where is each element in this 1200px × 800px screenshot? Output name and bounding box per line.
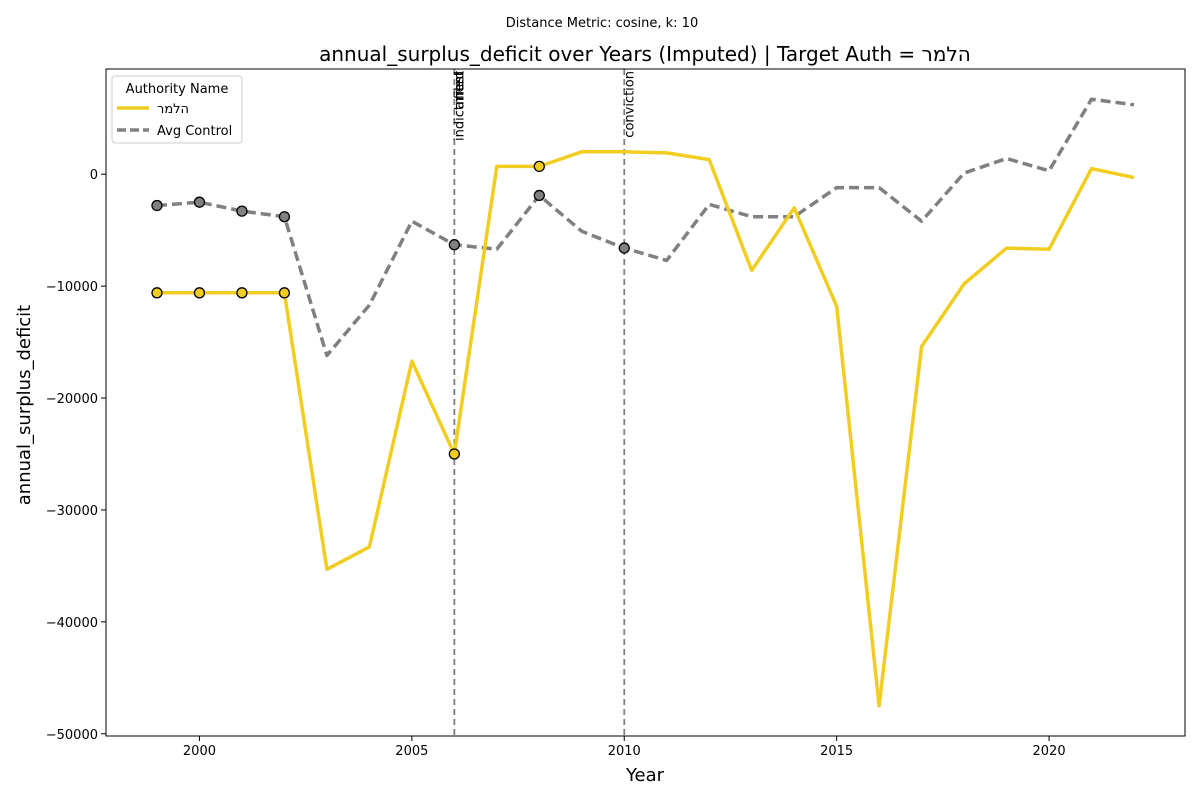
imputed-point <box>278 211 291 223</box>
legend-box <box>111 75 243 144</box>
imputed-point <box>278 287 291 299</box>
x-tick-label: 2005 <box>395 744 428 759</box>
y-axis: 0 −10000 −20000 −30000 −40000 −50000 <box>46 168 106 743</box>
imputed-point <box>151 199 163 212</box>
legend: Authority Name הלמר Avg Control <box>111 75 243 144</box>
x-tick-label: 2010 <box>608 744 641 759</box>
imputed-point <box>448 448 460 460</box>
y-tick-label: −10000 <box>46 280 98 295</box>
x-axis-title: Year <box>625 765 665 786</box>
imputed-point <box>448 239 460 251</box>
y-tick-label: 0 <box>90 168 98 183</box>
event-label: conviction <box>622 71 637 138</box>
y-tick-label: −30000 <box>46 504 98 519</box>
event-label: indictment <box>452 71 467 141</box>
series-lines <box>156 97 1135 708</box>
imputed-point <box>236 205 248 217</box>
imputed-point <box>236 287 248 299</box>
imputed-point <box>151 287 163 299</box>
chart-title: annual_surplus_deficit over Years (Imput… <box>319 42 971 66</box>
legend-title: Authority Name <box>126 82 229 97</box>
imputed-point <box>193 287 206 299</box>
imputed-point <box>618 242 630 254</box>
imputed-point <box>533 160 545 173</box>
y-tick-label: −50000 <box>46 728 98 743</box>
series-line <box>156 97 1135 358</box>
event-label: arrest <box>452 71 467 109</box>
series-line <box>157 150 1135 708</box>
x-tick-label: 2020 <box>1033 744 1066 759</box>
y-axis-title: annual_surplus_deficit <box>14 305 35 505</box>
y-tick-label: −40000 <box>46 616 98 631</box>
legend-label-control: Avg Control <box>157 124 232 139</box>
x-tick-label: 2000 <box>183 744 216 759</box>
imputed-markers <box>151 160 630 460</box>
chart-suptitle: Distance Metric: cosine, k: 10 <box>506 16 698 31</box>
x-tick-label: 2015 <box>820 744 853 759</box>
legend-label-target: הלמר <box>157 102 189 117</box>
imputed-point <box>533 189 545 202</box>
y-tick-label: −20000 <box>46 392 98 407</box>
plot-frame <box>105 68 1186 737</box>
event-label: filed <box>452 71 467 99</box>
imputed-point <box>193 196 206 208</box>
x-axis: 2000 2005 2010 2015 2020 <box>183 736 1066 759</box>
